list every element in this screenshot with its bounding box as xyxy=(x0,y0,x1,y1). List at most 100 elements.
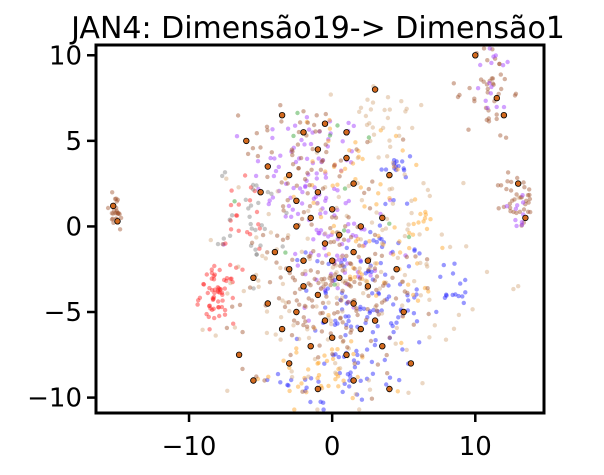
scatter-point-purple xyxy=(501,104,507,110)
scatter-point-green xyxy=(327,133,333,138)
scatter-point-tan xyxy=(409,198,414,203)
scatter-point-brown xyxy=(374,287,379,293)
scatter-point-gray xyxy=(249,226,254,231)
scatter-point-brown xyxy=(303,319,308,324)
scatter-point-purple xyxy=(403,253,408,258)
scatter-point-tan xyxy=(385,154,390,159)
scatter-point-blue xyxy=(388,321,394,326)
scatter-point-tan xyxy=(307,256,312,262)
scatter-point-orange xyxy=(360,243,365,249)
scatter-point-tan xyxy=(390,201,396,206)
scatter-point-orange xyxy=(312,326,317,331)
scatter-point-orange xyxy=(326,313,331,318)
scatter-point-brown xyxy=(317,343,322,348)
scatter-point-tan xyxy=(396,125,401,131)
plot-frame xyxy=(94,43,546,415)
scatter-point-brown xyxy=(393,296,399,301)
scatter-point-brown xyxy=(330,351,335,357)
scatter-point-brown xyxy=(309,222,314,227)
scatter-point-orange xyxy=(349,339,354,344)
scatter-point-tan xyxy=(372,261,378,266)
scatter-point-brown xyxy=(509,179,514,185)
scatter-point-orange xyxy=(348,277,354,282)
scatter-point-tan xyxy=(380,227,385,233)
scatter-point-purple xyxy=(266,201,271,207)
scatter-point-orange xyxy=(351,265,356,271)
scatter-point-green xyxy=(291,133,296,139)
scatter-point-blue xyxy=(344,322,349,327)
scatter-point-gray xyxy=(256,200,261,206)
scatter-point-red xyxy=(252,188,257,194)
scatter-point-outlined xyxy=(407,360,415,367)
scatter-point-blue xyxy=(387,335,392,341)
scatter-point-orange xyxy=(397,250,403,255)
scatter-point-purple xyxy=(513,217,518,223)
scatter-point-blue xyxy=(450,271,456,276)
scatter-point-brown xyxy=(348,261,353,266)
scatter-point-blue xyxy=(289,377,294,383)
scatter-point-brown xyxy=(110,216,115,221)
scatter-point-purple xyxy=(289,214,294,219)
scatter-point-brown xyxy=(515,175,520,181)
scatter-point-tan xyxy=(399,99,404,104)
scatter-point-brown xyxy=(278,275,283,280)
scatter-point-purple xyxy=(297,186,303,191)
scatter-point-brown xyxy=(312,276,317,282)
scatter-point-blue xyxy=(348,324,354,329)
scatter-point-tan xyxy=(264,309,270,314)
scatter-point-tan xyxy=(387,107,392,112)
scatter-point-purple xyxy=(319,159,324,165)
scatter-point-brown xyxy=(402,289,407,294)
scatter-point-blue xyxy=(375,309,380,314)
scatter-point-orange xyxy=(416,220,421,225)
scatter-point-blue xyxy=(335,321,340,326)
scatter-point-outlined xyxy=(114,218,121,225)
scatter-point-purple xyxy=(491,54,496,59)
scatter-point-green xyxy=(387,221,392,226)
scatter-point-brown xyxy=(110,211,116,216)
scatter-point-purple xyxy=(306,318,311,323)
scatter-point-tan xyxy=(334,295,339,300)
scatter-point-blue xyxy=(379,167,384,172)
scatter-point-blue xyxy=(406,264,412,269)
scatter-point-purple xyxy=(314,176,319,181)
scatter-point-blue xyxy=(316,379,321,384)
scatter-point-tan xyxy=(329,321,334,327)
scatter-point-purple xyxy=(335,188,340,193)
scatter-point-purple xyxy=(335,207,340,213)
scatter-point-outlined xyxy=(343,129,350,136)
scatter-point-tan xyxy=(340,295,345,300)
scatter-point-purple xyxy=(311,237,316,242)
scatter-point-brown xyxy=(300,389,305,394)
scatter-point-tan xyxy=(333,361,338,366)
scatter-point-brown xyxy=(333,215,339,220)
scatter-point-red xyxy=(254,209,260,215)
scatter-point-tan xyxy=(373,304,378,310)
scatter-point-brown xyxy=(376,312,381,317)
scatter-point-orange xyxy=(294,346,299,351)
scatter-point-red xyxy=(211,277,217,282)
scatter-point-purple xyxy=(302,142,307,147)
scatter-point-brown xyxy=(249,240,255,245)
scatter-point-brown xyxy=(384,352,389,358)
scatter-point-purple xyxy=(348,160,354,165)
scatter-point-blue xyxy=(391,329,396,335)
scatter-point-blue xyxy=(396,315,401,320)
scatter-point-blue xyxy=(365,269,371,274)
scatter-point-brown xyxy=(502,76,507,82)
scatter-point-tan xyxy=(394,325,399,331)
scatter-point-blue xyxy=(400,159,405,164)
scatter-point-tan xyxy=(200,327,205,332)
scatter-point-red xyxy=(217,290,222,295)
scatter-point-purple xyxy=(504,204,509,209)
scatter-point-brown xyxy=(348,330,353,335)
scatter-point-tan xyxy=(213,333,218,338)
scatter-point-tan xyxy=(421,181,426,186)
x-tick-label: 0 xyxy=(324,432,341,462)
scatter-point-tan xyxy=(333,370,338,375)
scatter-point-red xyxy=(208,306,213,311)
scatter-point-purple xyxy=(346,198,351,204)
scatter-point-brown xyxy=(330,275,335,280)
scatter-point-brown xyxy=(220,242,225,247)
scatter-point-blue xyxy=(368,229,373,235)
